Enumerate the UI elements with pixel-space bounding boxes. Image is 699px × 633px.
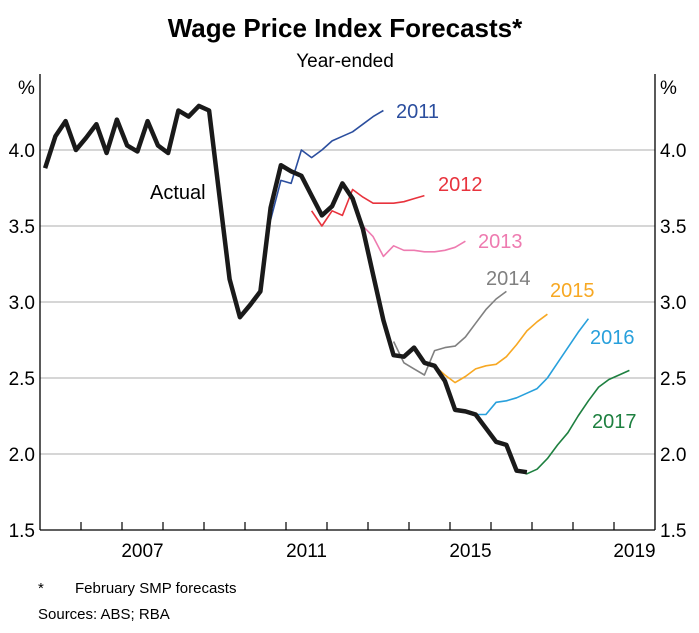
series-label-2011: 2011	[396, 101, 439, 123]
chart-subtitle: Year-ended	[296, 51, 394, 72]
y-tick-label-right: 2.5	[660, 369, 686, 390]
series-label-2013: 2013	[478, 231, 523, 253]
x-tick-label: 2007	[121, 541, 163, 562]
y-unit-right: %	[660, 78, 677, 99]
y-tick-label-left: 1.5	[9, 521, 35, 542]
axes: 1.5 1.5 2.0 2.0 2.5 2.5 3.0 3.0 3.5 3.5 4.0 4.0 2007…	[9, 74, 686, 562]
series-label-2014: 2014	[486, 268, 531, 290]
y-tick-label-right: 3.0	[660, 293, 686, 314]
series-line-2013	[351, 198, 466, 258]
series-line-actual	[42, 103, 528, 475]
y-tick-label-right: 2.0	[660, 445, 686, 466]
series-line-2014	[392, 290, 507, 376]
gridlines	[40, 149, 655, 455]
series-labels: 2011 2012 2013 2014 2015 2016 2017 Actual	[150, 101, 637, 433]
x-tick-label: 2011	[286, 541, 327, 562]
y-tick-label-left: 2.5	[9, 369, 35, 390]
footnote-marker: *	[38, 580, 44, 597]
series-label-2016: 2016	[590, 327, 635, 349]
y-tick-label-left: 3.5	[9, 217, 35, 238]
series-label-2012: 2012	[438, 174, 483, 196]
series-line-2017	[516, 369, 630, 475]
series-line-2016	[475, 318, 590, 416]
y-tick-label-left: 4.0	[9, 141, 35, 162]
y-tick-label-right: 1.5	[660, 521, 686, 542]
series-line-2015	[434, 313, 548, 384]
series-lines	[42, 103, 630, 475]
x-tick-label: 2019	[613, 541, 655, 562]
y-tick-label-right: 3.5	[660, 217, 686, 238]
sources: Sources: ABS; RBA	[38, 606, 170, 623]
y-tick-label-right: 4.0	[660, 141, 686, 162]
x-tick-label: 2015	[449, 541, 491, 562]
y-tick-label-left: 2.0	[9, 445, 35, 466]
series-line-2011	[269, 109, 384, 221]
footnote-text: February SMP forecasts	[75, 580, 236, 597]
series-label-actual: Actual	[150, 182, 206, 204]
y-unit-left: %	[18, 78, 35, 99]
y-tick-label-left: 3.0	[9, 293, 35, 314]
series-line-2012	[310, 188, 425, 227]
series-label-2017: 2017	[592, 411, 637, 433]
series-label-2015: 2015	[550, 280, 595, 302]
chart-title: Wage Price Index Forecasts*	[168, 13, 523, 43]
